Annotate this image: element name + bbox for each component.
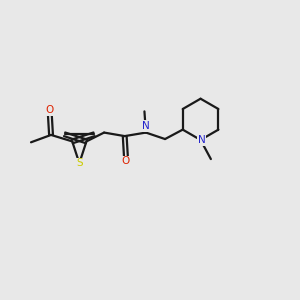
Text: O: O [46, 105, 54, 115]
Text: O: O [122, 156, 130, 166]
Text: N: N [198, 135, 206, 145]
Text: N: N [142, 121, 150, 131]
Text: S: S [76, 158, 83, 168]
